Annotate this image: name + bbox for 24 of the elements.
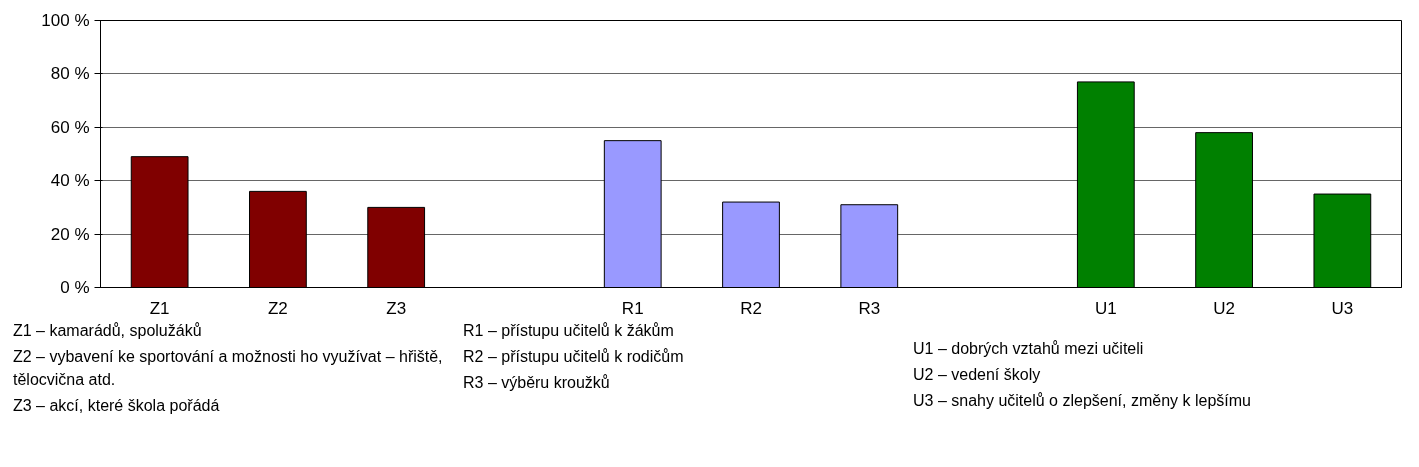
y-tick-label: 40 %: [50, 171, 90, 191]
x-tick-label: R2: [740, 298, 762, 318]
y-tick-label: 80 %: [50, 64, 90, 84]
x-tick-label: Z2: [267, 298, 288, 318]
x-tick-label: U2: [1213, 298, 1235, 318]
text: R3 – výběru kroužků: [463, 372, 611, 393]
y-tick-label: 100 %: [41, 11, 90, 30]
x-tick-label: U3: [1331, 298, 1354, 318]
text: Z2 – vybavení ke sportování a možnosti ho využívat – hřiště, tělocvična atd.: [13, 346, 444, 390]
text: R2 – přístupu učitelů k rodičům: [463, 346, 684, 367]
text: R1 – přístupu učitelů k žákům: [463, 321, 675, 341]
x-tick-label: Z1: [149, 298, 170, 318]
text: Z1 – kamarádů, spolužáků: [13, 321, 203, 341]
y-tick-label: 20 %: [50, 224, 90, 244]
x-tick-label: Z3: [386, 298, 407, 318]
x-tick-label: R3: [858, 298, 881, 318]
text: U3 – snahy učitelů o zlepšení, změny k lepšímu: [913, 390, 1251, 411]
text: U1 – dobrých vztahů mezi učiteli: [913, 339, 1145, 359]
text: U2 – vedení školy: [913, 364, 1042, 385]
text: Z3 – akcí, které škola pořádá: [13, 395, 221, 416]
y-tick-label: 0 %: [60, 278, 90, 297]
y-tick-label: 60 %: [50, 117, 90, 137]
x-tick-label: R1: [621, 298, 644, 318]
x-tick-label: U1: [1094, 298, 1117, 318]
